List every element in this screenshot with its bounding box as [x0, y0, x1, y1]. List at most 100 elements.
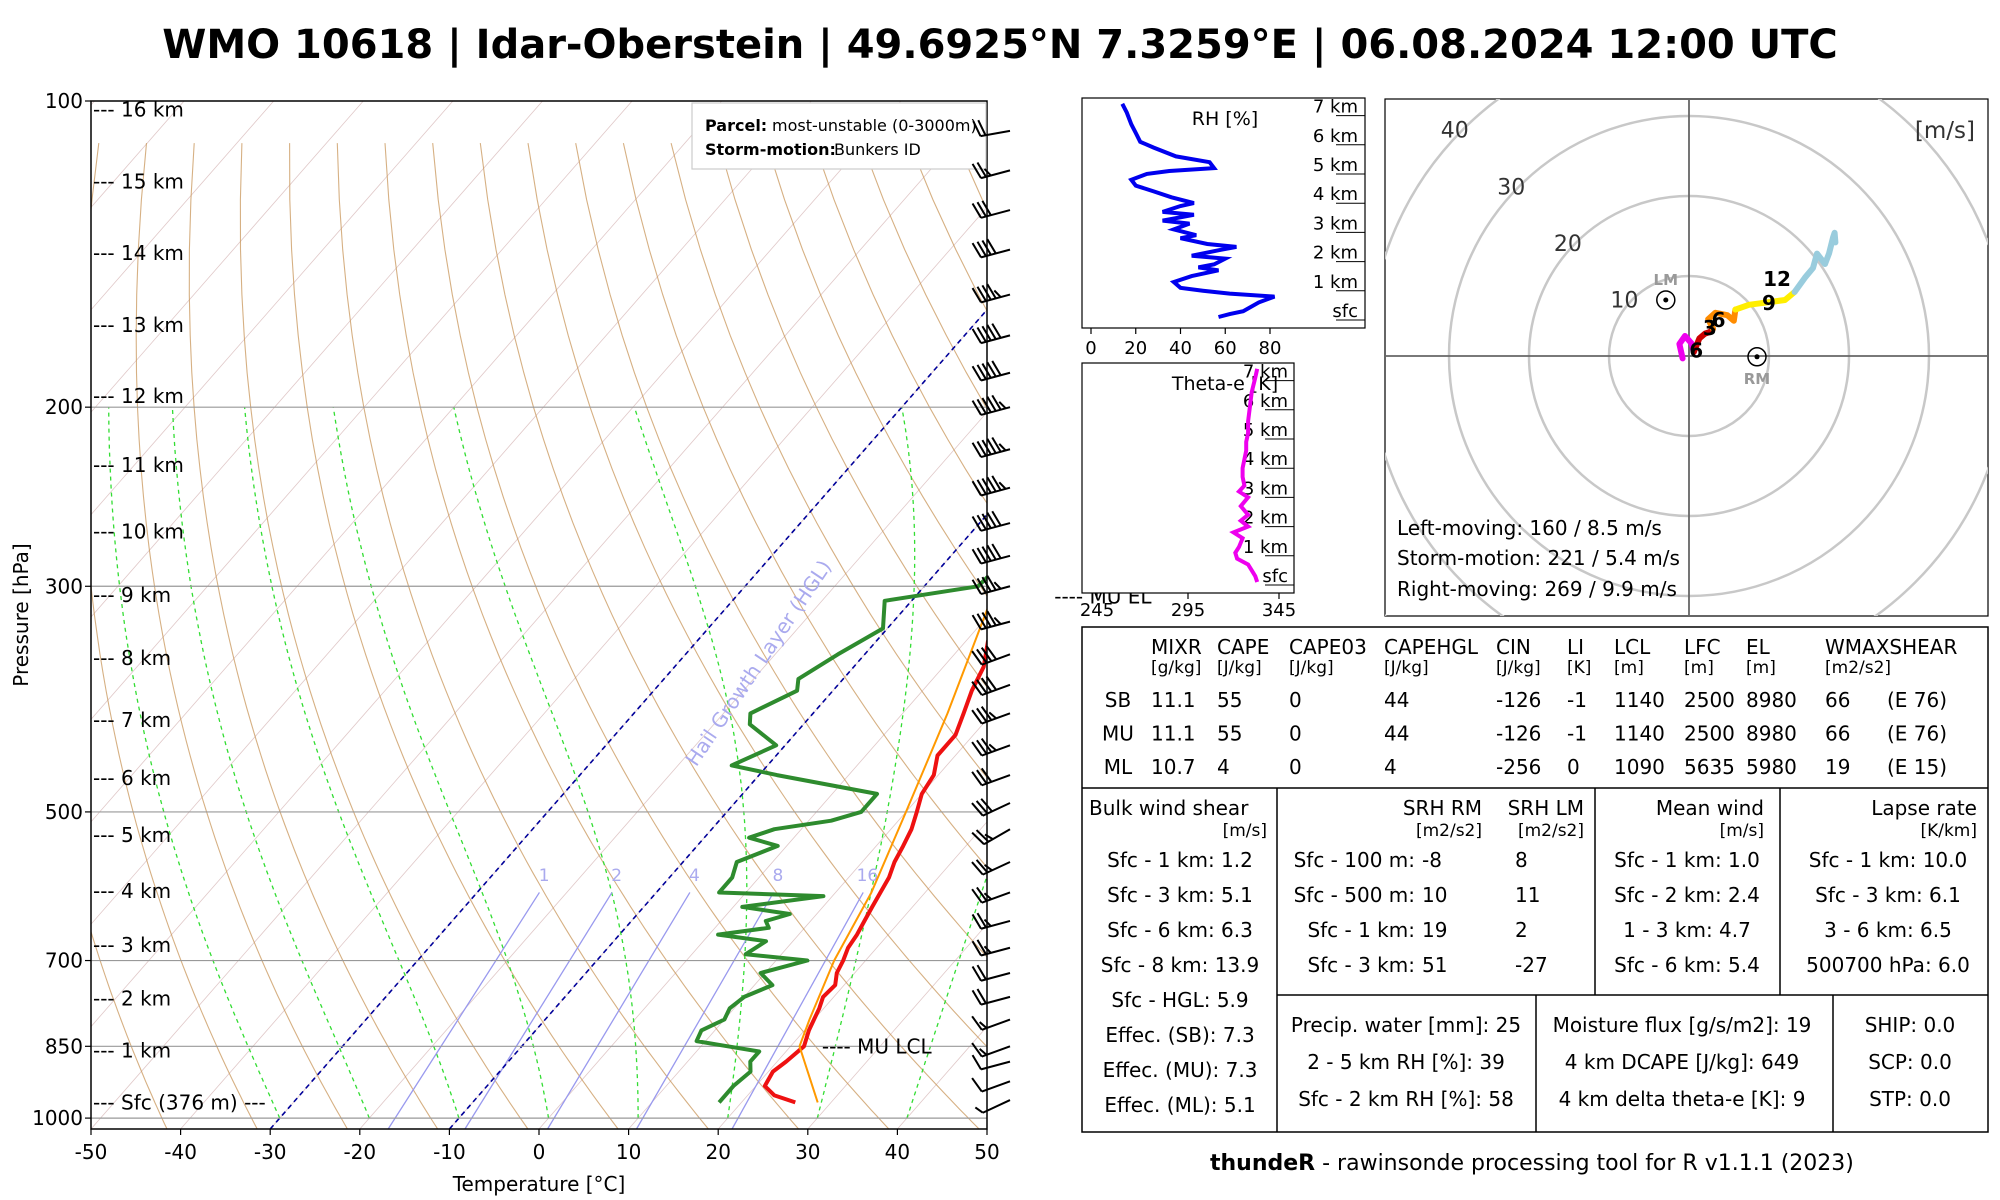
dry-adiabat	[670, 142, 987, 779]
legend-storm-value: Bunkers ID	[834, 140, 921, 159]
lapse-rate-row: 3 - 6 km: 6.5	[1824, 918, 1952, 942]
rh-ticks: 0 20 40 60 80	[1085, 328, 1281, 359]
srh-row-label: Sfc - 1 km:	[1307, 918, 1415, 942]
param-unit: [J/kg]	[1217, 658, 1262, 678]
hgl-boundary-line	[448, 513, 987, 1129]
thetae-height-tick: 7 km	[1243, 362, 1288, 383]
dry-adiabat	[384, 143, 800, 1129]
dry-adiabat	[91, 143, 258, 1129]
srh-rm-value: 51	[1422, 953, 1447, 977]
composite-indices-block: SHIP: 0.0 SCP: 0.0 STP: 0.0	[1865, 1013, 1956, 1111]
bulk-shear-row: Effec. (ML): 5.1	[1104, 1093, 1255, 1117]
rh-height-tick: 3 km	[1313, 213, 1358, 234]
height-label: --- 7 km	[93, 708, 171, 732]
param-table-header: MIXR CAPE CAPE03 CAPEHGL CIN LI LCL LFC EL WMAXSH…	[1151, 635, 1957, 678]
hgl-label: Hail Growth Layer (HGL)	[681, 555, 837, 770]
param-cell: 44	[1384, 722, 1409, 746]
moisture-flux-row: 4 km DCAPE [J/kg]: 649	[1565, 1050, 1799, 1074]
wind-barb	[971, 706, 1011, 725]
parameter-table: MIXR CAPE CAPE03 CAPEHGL CIN LI LCL LFC EL WMAXSH…	[1081, 626, 1989, 1133]
param-cell: 2500	[1684, 688, 1735, 712]
x-tick-label: -50	[75, 1140, 108, 1164]
mean-wind-title: Mean wind	[1656, 796, 1764, 820]
isotherm-line	[91, 104, 987, 1129]
param-cell: 10.7	[1151, 755, 1196, 779]
pressure-tick-label: 300	[45, 574, 83, 598]
height-label: --- 4 km	[93, 879, 171, 903]
hodograph-height-mark: 6	[1689, 338, 1703, 362]
legend-parcel-value: most-unstable (0-3000m)	[772, 116, 977, 135]
height-label: --- 16 km	[93, 98, 184, 122]
srh-lm-title: SRH LM	[1508, 796, 1584, 820]
mixing-ratio-label: 8	[772, 866, 783, 886]
param-header: CAPEHGL	[1384, 635, 1479, 659]
hodograph-height-mark: 9	[1762, 291, 1776, 315]
srh-row-label: Sfc - 500 m:	[1294, 883, 1415, 907]
isotherm-line	[91, 101, 543, 618]
rh-frame	[1081, 97, 1366, 329]
bulk-shear-unit: [m/s]	[1223, 821, 1267, 841]
wind-barb	[971, 988, 1011, 1006]
param-cell: (E 76)	[1887, 722, 1947, 746]
thetae-panel: Theta-e [K] 245 295 345 7 km6 km5 km4 km3 …	[1080, 362, 1296, 621]
param-cell: 0	[1289, 755, 1302, 779]
thetae-height-tick: 6 km	[1243, 391, 1288, 412]
param-table-rows: SB 11.1 55 0 44 -126 -1 1140 2500 8980 66 (E 76)MU 1…	[1102, 688, 1947, 779]
hodograph-rings	[1385, 99, 1988, 616]
dry-adiabat	[575, 142, 987, 958]
skewt-x-ticks: -50 -40 -30 -20 -10 0 10 20 30 40 50	[75, 1129, 1000, 1164]
height-label: --- 13 km	[93, 313, 184, 337]
isotherm-line	[91, 101, 633, 721]
dry-adiabat	[289, 143, 619, 1129]
param-unit: [J/kg]	[1384, 658, 1429, 678]
thetae-x-tick: 245	[1080, 600, 1114, 621]
param-header: LI	[1567, 635, 1584, 659]
param-cell: -126	[1496, 688, 1541, 712]
param-cell: 4	[1384, 755, 1397, 779]
x-tick-label: -10	[433, 1140, 466, 1164]
param-cell: 0	[1289, 722, 1302, 746]
storm-motion-marker: RM	[1744, 347, 1770, 388]
wind-barb	[971, 912, 1011, 930]
height-label: --- 9 km	[93, 583, 171, 607]
param-unit: [m]	[1614, 658, 1644, 678]
rh-height-tick: 7 km	[1313, 97, 1358, 118]
wind-barb	[971, 283, 1011, 304]
height-label: --- 10 km	[93, 519, 184, 543]
hodograph-segment	[1705, 306, 1739, 332]
wind-barb	[971, 767, 1011, 787]
mixing-ratio-labels: 1 2 4 8 16	[539, 866, 878, 886]
mixing-ratio-line	[731, 892, 864, 1129]
srh-rm-value: 19	[1422, 918, 1447, 942]
dry-adiabat	[432, 143, 890, 1129]
moisture-row: 2 - 5 km RH [%]: 39	[1307, 1050, 1505, 1074]
bulk-shear-row: Effec. (MU): 7.3	[1103, 1058, 1258, 1082]
wind-barb	[971, 360, 1011, 382]
thetae-height-ticks: 7 km 6 km 5 km 4 km 3 km 2 km 1 km sfc	[1243, 362, 1294, 587]
hodograph-readout-right: Right-moving: 269 / 9.9 m/s	[1397, 577, 1677, 601]
bulk-shear-block: Bulk wind shear [m/s] Sfc - 1 km: 1.2 Sfc…	[1089, 796, 1267, 1117]
param-cell: -1	[1567, 722, 1587, 746]
rh-line	[1120, 102, 1276, 319]
param-unit: [g/kg]	[1151, 658, 1201, 678]
moist-adiabat	[171, 407, 370, 1119]
hodograph-height-mark: 3	[1703, 316, 1717, 340]
thetae-height-tick: 1 km	[1243, 537, 1288, 558]
temperature-profile	[762, 638, 987, 1105]
param-unit: [K]	[1567, 658, 1591, 678]
moisture-block: Precip. water [mm]: 25 2 - 5 km RH [%]: 3…	[1291, 1013, 1521, 1111]
height-label: --- 8 km	[93, 646, 171, 670]
srh-row-label: Sfc - 3 km:	[1307, 953, 1415, 977]
rh-height-tick: 5 km	[1313, 155, 1358, 176]
rh-x-tick: 60	[1214, 338, 1237, 359]
isotherm-line	[91, 101, 454, 516]
param-cell: (E 76)	[1887, 688, 1947, 712]
pressure-tick-label: 500	[45, 800, 83, 824]
thetae-height-tick: 4 km	[1243, 449, 1288, 470]
x-tick-label: -40	[164, 1140, 197, 1164]
rh-height-tick: 2 km	[1313, 243, 1358, 264]
param-cell: 55	[1217, 722, 1242, 746]
rh-height-tick: sfc	[1332, 301, 1358, 322]
param-cell: 44	[1384, 688, 1409, 712]
